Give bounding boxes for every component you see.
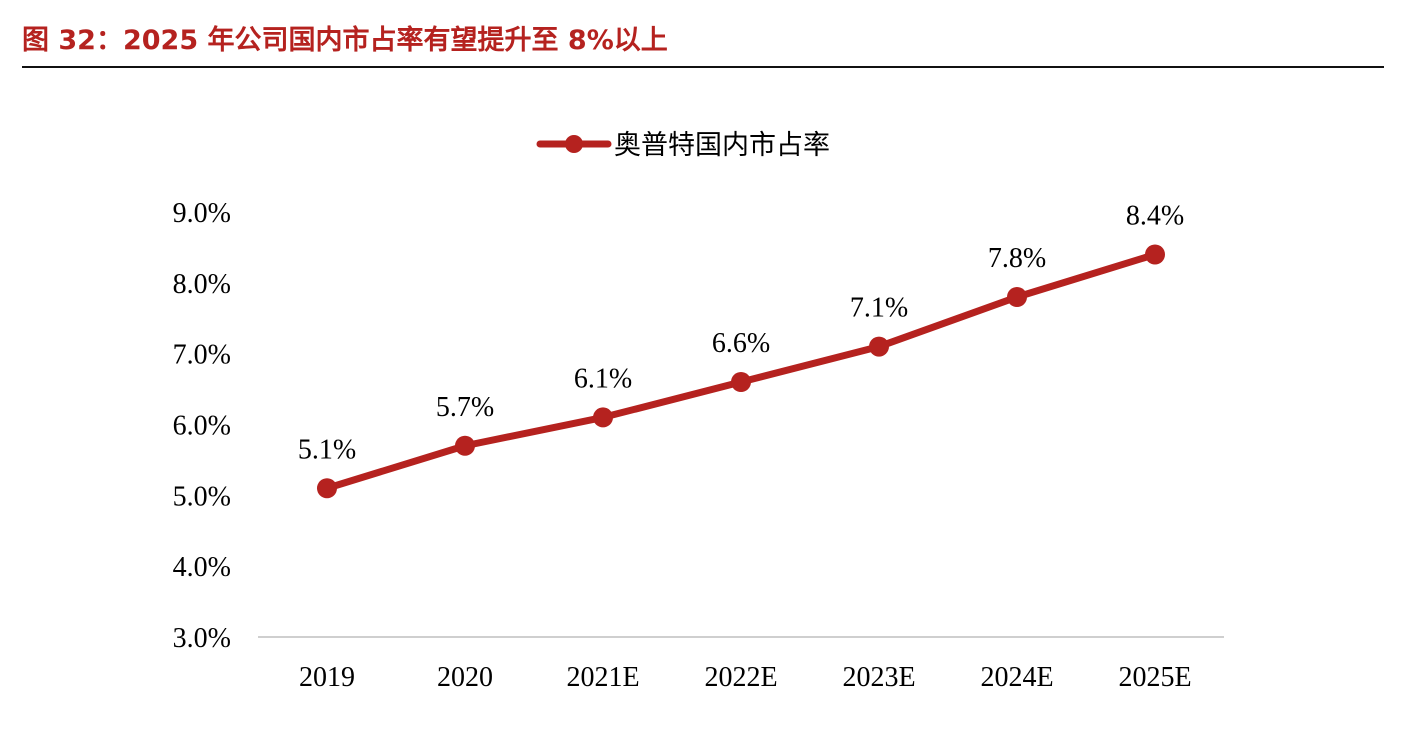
x-tick-label: 2025E [1118, 662, 1191, 693]
x-tick-label: 2024E [980, 662, 1053, 693]
data-label: 7.1% [850, 293, 908, 324]
data-point [1007, 287, 1027, 307]
data-label: 7.8% [988, 243, 1046, 274]
x-tick-label: 2020 [437, 662, 493, 693]
y-tick-label: 4.0% [173, 552, 231, 583]
x-axis: 2019 2020 2021E 2022E 2023E 2024E 2025E [299, 662, 1192, 693]
x-tick-label: 2022E [704, 662, 777, 693]
y-tick-label: 8.0% [173, 269, 231, 300]
title-divider [22, 66, 1384, 68]
y-tick-label: 7.0% [173, 340, 231, 371]
data-label: 6.6% [712, 328, 770, 359]
y-tick-label: 3.0% [173, 623, 231, 654]
data-point [731, 372, 751, 392]
legend: 奥普特国内市占率 [536, 130, 830, 161]
x-tick-label: 2019 [299, 662, 355, 693]
data-label: 6.1% [574, 363, 632, 394]
x-tick-label: 2021E [566, 662, 639, 693]
y-tick-label: 5.0% [173, 481, 231, 512]
figure-title: 图 32：2025 年公司国内市占率有望提升至 8%以上 [22, 25, 668, 56]
y-tick-label: 6.0% [173, 411, 231, 442]
x-tick-label: 2023E [842, 662, 915, 693]
data-labels: 5.1% 5.7% 6.1% 6.6% 7.1% 7.8% 8.4% [298, 201, 1184, 466]
legend-label: 奥普特国内市占率 [614, 130, 830, 161]
legend-marker [565, 135, 583, 153]
data-points [317, 244, 1165, 499]
data-point [317, 478, 337, 499]
data-point [1145, 244, 1165, 265]
data-label: 5.1% [298, 434, 356, 465]
data-label: 8.4% [1126, 201, 1184, 232]
data-point [869, 336, 889, 357]
data-label: 5.7% [436, 392, 494, 423]
y-tick-label: 9.0% [173, 198, 231, 229]
series-line [323, 251, 1159, 492]
data-point [455, 435, 475, 456]
data-point [593, 407, 613, 428]
y-axis: 3.0% 4.0% 5.0% 6.0% 7.0% 8.0% 9.0% [173, 198, 231, 654]
